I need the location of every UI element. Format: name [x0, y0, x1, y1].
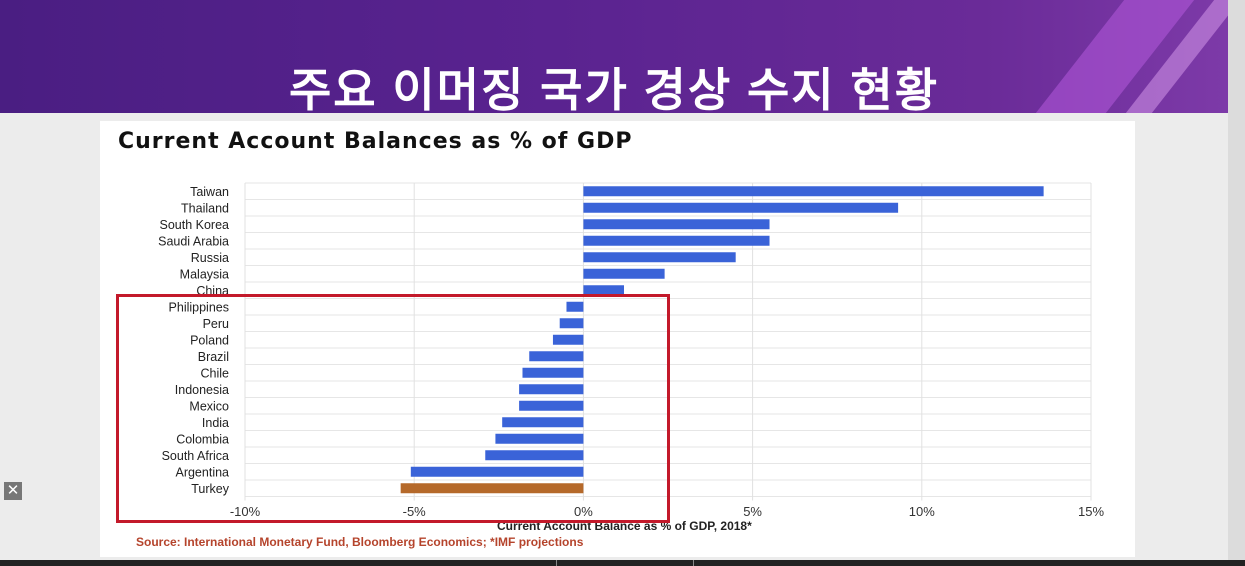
bar-thailand: [583, 202, 899, 213]
x-tick-label: 5%: [743, 504, 762, 519]
right-edge-panel: [1228, 0, 1245, 566]
bar-colombia: [495, 433, 584, 444]
category-label: Mexico: [189, 399, 229, 413]
highlight-annotation-box: [116, 294, 670, 523]
bar-south-africa: [485, 450, 584, 461]
bar-malaysia: [583, 268, 665, 279]
bar-separator: [556, 560, 557, 566]
category-label: Thailand: [181, 201, 229, 215]
close-icon[interactable]: ✕: [4, 482, 22, 500]
x-tick-label: 10%: [909, 504, 935, 519]
bar-chile: [522, 367, 584, 378]
x-tick-label: -5%: [403, 504, 427, 519]
video-control-bar: [0, 560, 1245, 566]
category-label: South Korea: [160, 218, 230, 232]
category-label: Taiwan: [190, 185, 229, 199]
category-label: India: [202, 416, 229, 430]
x-tick-label: 0%: [574, 504, 593, 519]
category-label: Chile: [201, 366, 230, 380]
bar-taiwan: [583, 186, 1044, 197]
bar-argentina: [410, 466, 584, 477]
category-label: Poland: [190, 333, 229, 347]
bar-separator: [693, 560, 694, 566]
bar-philippines: [566, 301, 584, 312]
bar-indonesia: [519, 384, 584, 395]
category-label: South Africa: [162, 449, 229, 463]
category-label: Malaysia: [180, 267, 229, 281]
category-label: Indonesia: [175, 383, 229, 397]
chart-source: Source: International Monetary Fund, Blo…: [136, 535, 584, 549]
bar-turkey: [400, 483, 584, 494]
category-label: Philippines: [169, 300, 229, 314]
bar-peru: [559, 318, 584, 329]
bar-china: [583, 285, 625, 296]
bar-saudi-arabia: [583, 235, 770, 246]
bar-south-korea: [583, 219, 770, 230]
category-label: Argentina: [175, 465, 229, 479]
category-label: Turkey: [191, 482, 229, 496]
category-label: Peru: [203, 317, 229, 331]
slide-title: 주요 이머징 국가 경상 수지 현황: [288, 64, 940, 116]
bar-india: [502, 417, 584, 428]
category-label: Saudi Arabia: [158, 234, 229, 248]
chart-title: Current Account Balances as % of GDP: [118, 129, 633, 154]
bar-poland: [552, 334, 584, 345]
bar-mexico: [519, 400, 584, 411]
category-label: Brazil: [198, 350, 229, 364]
bar-brazil: [529, 351, 584, 362]
slide-banner: [0, 0, 1241, 113]
x-tick-label: 15%: [1078, 504, 1104, 519]
category-label: Colombia: [176, 432, 229, 446]
x-tick-label: -10%: [230, 504, 261, 519]
category-label: Russia: [191, 251, 229, 265]
bar-russia: [583, 252, 736, 263]
